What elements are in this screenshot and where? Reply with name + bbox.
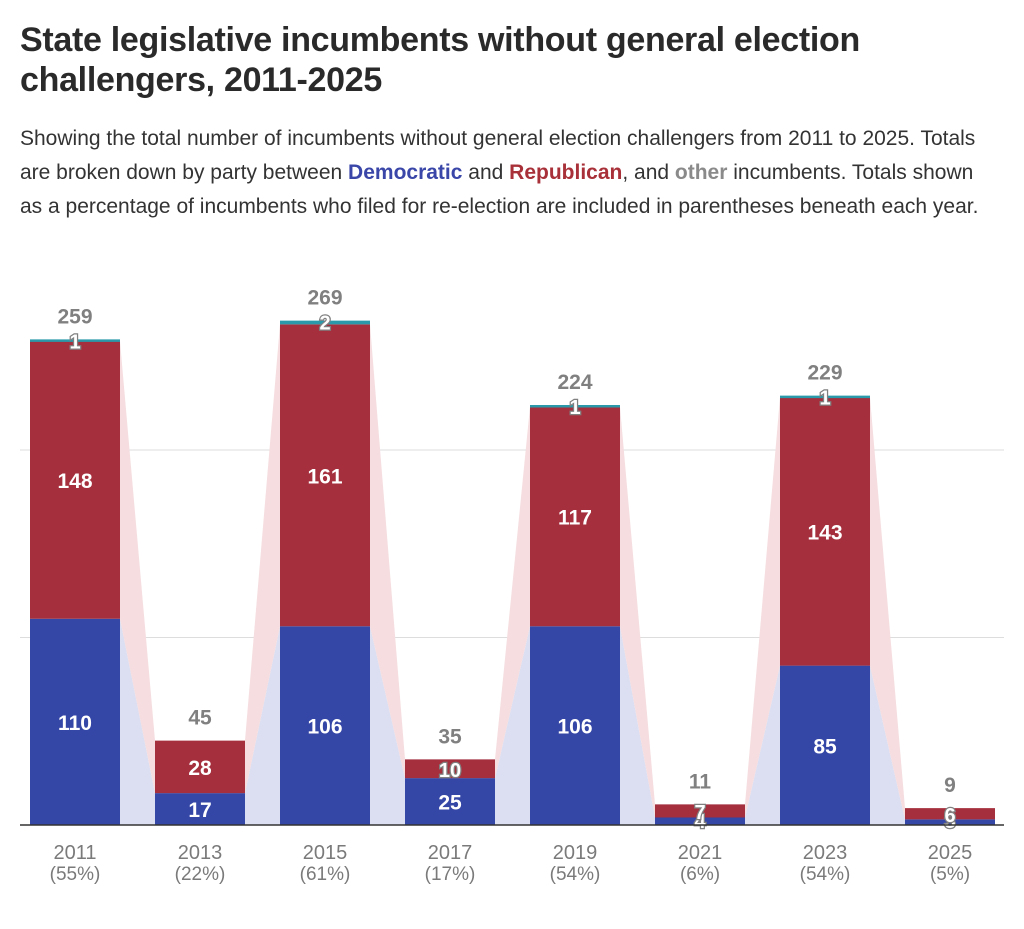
bar-republican: [780, 397, 870, 666]
label-total: 269: [307, 287, 342, 310]
label-democratic: 3: [944, 811, 955, 833]
x-tick-label: 2023: [803, 842, 848, 864]
band-republican: [495, 406, 530, 779]
band-republican: [870, 397, 905, 820]
subtitle-text-4: incumbents. Totals shown as a percentage…: [20, 161, 979, 218]
chart-title: State legislative incumbents without gen…: [20, 21, 860, 99]
label-other: 1: [69, 331, 80, 353]
band-democratic: [870, 665, 905, 825]
bar-republican: [30, 341, 120, 619]
bar-democratic: [655, 817, 745, 825]
label-republican: 6: [944, 805, 955, 827]
label-republican: 28: [188, 757, 212, 780]
x-tick-label: 2011: [53, 842, 96, 864]
bar-republican: [655, 804, 745, 818]
bar-republican: [155, 740, 245, 794]
label-republican: 143: [807, 522, 842, 545]
bar-other: [780, 395, 870, 399]
bar-republican: [405, 759, 495, 779]
x-tick-percentage: (22%): [175, 864, 226, 885]
band-democratic: [245, 626, 280, 825]
label-democratic: 17: [188, 799, 211, 822]
x-tick-percentage: (54%): [550, 864, 601, 885]
label-democratic: 4: [694, 811, 706, 833]
label-total: 229: [807, 362, 842, 385]
subtitle-text-2: and: [462, 161, 510, 184]
legend-republican: Republican: [509, 161, 623, 184]
band-republican: [245, 324, 280, 794]
label-total: 224: [557, 371, 592, 394]
band-democratic: [370, 626, 405, 825]
label-total: 35: [438, 725, 462, 748]
label-other: 1: [819, 388, 830, 410]
bar-democratic: [530, 626, 620, 825]
bar-democratic: [30, 618, 120, 825]
bar-democratic: [280, 626, 370, 825]
label-democratic: 110: [58, 712, 92, 735]
x-tick-percentage: (54%): [800, 864, 851, 885]
x-axis: 2011(55%) 2013(22%) 2015(61%) 2017(17%) 2019…: [20, 824, 1004, 885]
band-republican: [120, 341, 155, 794]
band-democratic: [120, 618, 155, 825]
label-total: 259: [57, 305, 92, 328]
x-tick-label: 2021: [678, 842, 723, 864]
x-tick-label: 2019: [553, 842, 598, 864]
bar-other: [280, 320, 370, 325]
bars: [30, 320, 995, 825]
label-other: 2: [319, 313, 330, 335]
band-republican: [370, 324, 405, 779]
x-tick-percentage: (17%): [425, 864, 476, 885]
subtitle-text-3: , and: [622, 161, 675, 184]
x-tick-percentage: (55%): [50, 864, 101, 885]
label-democratic: 85: [813, 735, 837, 758]
label-republican: 7: [694, 802, 705, 824]
x-tick-label: 2025: [928, 842, 973, 864]
x-tick-label: 2013: [178, 842, 223, 864]
band-republican: [745, 397, 780, 818]
band-democratic: [745, 665, 780, 825]
chart-subtitle: Showing the total number of incumbents w…: [20, 122, 995, 224]
bar-other: [30, 339, 120, 342]
x-tick-label: 2015: [303, 842, 348, 864]
label-total: 45: [188, 707, 212, 730]
x-tick-percentage: (5%): [930, 864, 970, 885]
band-republican: [620, 406, 655, 818]
band-democratic: [620, 626, 655, 825]
band-democratic: [495, 626, 530, 825]
label-republican: 10: [439, 760, 461, 782]
bar-republican: [530, 406, 620, 627]
x-tick-percentage: (6%): [680, 864, 720, 885]
legend-other: other: [674, 161, 728, 184]
connector-bands: [120, 324, 905, 825]
bar-democratic: [780, 665, 870, 825]
legend-democratic: Democratic: [348, 161, 463, 184]
x-tick-label: 2017: [428, 842, 473, 864]
label-total: 9: [944, 774, 956, 797]
label-republican: 148: [57, 470, 92, 493]
label-other: 1: [569, 397, 580, 419]
label-democratic: 106: [307, 716, 342, 739]
x-tick-percentage: (61%): [300, 864, 351, 885]
label-republican: 117: [558, 507, 592, 530]
subtitle-text-1: Showing the total number of incumbents w…: [20, 127, 976, 184]
bar-democratic: [155, 793, 245, 825]
label-republican: 161: [307, 465, 342, 488]
bar-other: [530, 405, 620, 408]
bar-democratic: [405, 778, 495, 825]
label-democratic: 106: [557, 716, 592, 739]
label-democratic: 25: [438, 792, 462, 815]
bar-republican: [905, 808, 995, 820]
bar-democratic: [905, 819, 995, 825]
bar-republican: [280, 324, 370, 627]
label-total: 11: [689, 770, 712, 793]
